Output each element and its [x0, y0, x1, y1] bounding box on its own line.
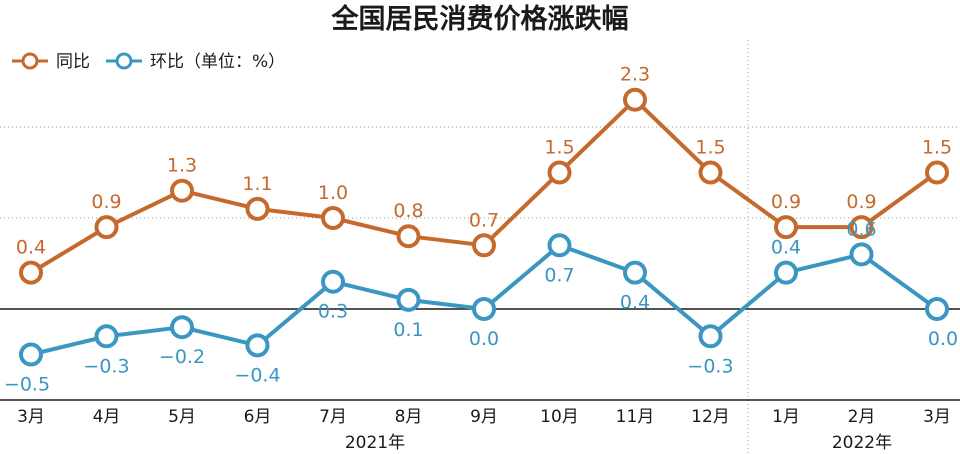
point-mom: [547, 233, 572, 258]
point-mom: [623, 260, 647, 285]
data-label-yoy: 1.1: [242, 173, 272, 195]
x-tick-label: 6月: [244, 407, 272, 427]
point-yoy: [170, 178, 194, 203]
point-mom: [94, 324, 119, 349]
point-yoy: [245, 196, 270, 221]
x-tick-labels: 3月 4月 5月 6月 7月 8月 9月 10月 11月 12月 1月 2月 3月: [17, 407, 951, 427]
legend: 同比 环比（单位：%）: [12, 52, 285, 72]
x-tick-label: 7月: [319, 407, 347, 427]
point-mom: [396, 287, 421, 312]
legend-yoy-label: 同比: [56, 52, 90, 72]
x-tick-label: 10月: [540, 407, 579, 427]
legend-unit-note: （单位：%）: [184, 52, 285, 72]
data-label-yoy: 1.5: [544, 137, 574, 159]
data-label-mom: 0.6: [846, 218, 876, 240]
data-label-yoy: 1.0: [318, 182, 348, 204]
point-yoy: [396, 224, 421, 249]
data-label-mom: −0.3: [687, 355, 733, 377]
point-yoy: [849, 215, 874, 240]
x-tick-label: 11月: [616, 407, 655, 427]
data-label-yoy: 0.9: [91, 191, 121, 213]
x-tick-label: 3月: [923, 407, 951, 427]
point-mom: [245, 333, 270, 358]
data-label-mom: 0.0: [928, 328, 958, 350]
point-yoy: [774, 215, 798, 240]
point-yoy: [547, 160, 572, 185]
point-mom: [170, 315, 194, 340]
series-points: [19, 87, 949, 367]
x-tick-label: 5月: [168, 407, 196, 427]
point-mom: [321, 269, 345, 294]
x-tick-label: 2月: [848, 407, 876, 427]
x-tick-label: 8月: [395, 407, 423, 427]
data-label-mom: 0.4: [620, 292, 650, 314]
x-tick-label: 12月: [691, 407, 730, 427]
chart-title: 全国居民消费价格涨跌幅: [331, 3, 629, 35]
point-yoy: [321, 206, 345, 230]
gridlines: [0, 126, 960, 219]
point-yoy: [94, 215, 119, 240]
point-yoy: [698, 160, 723, 185]
x-tick-label: 3月: [17, 407, 45, 427]
data-label-mom: −0.2: [159, 346, 205, 368]
data-label-yoy: 0.7: [469, 209, 499, 231]
x-tick-label: 9月: [470, 407, 498, 427]
data-label-mom: 0.1: [393, 319, 423, 341]
point-yoy: [472, 233, 496, 258]
legend-yoy-marker: [21, 52, 39, 70]
year-label-2022: 2022年: [832, 433, 892, 453]
x-tick-label: 1月: [772, 407, 800, 427]
legend-mom-label: 环比: [150, 52, 184, 72]
legend-mom-marker: [115, 52, 133, 70]
year-label-2021: 2021年: [345, 433, 405, 453]
data-label-yoy: 1.5: [695, 137, 725, 159]
point-yoy: [19, 260, 43, 285]
data-label-mom: 0.7: [544, 264, 574, 286]
point-mom: [19, 342, 43, 367]
data-label-yoy: 0.9: [771, 191, 801, 213]
point-mom: [774, 260, 798, 285]
legend-mom-text: 环比（单位：%）: [150, 52, 285, 72]
point-mom: [472, 297, 496, 321]
data-label-mom: −0.4: [234, 364, 280, 386]
x-tick-label: 4月: [93, 407, 121, 427]
data-label-yoy: 0.4: [16, 237, 46, 259]
point-mom: [849, 242, 874, 267]
data-label-yoy: 0.9: [846, 191, 876, 213]
data-labels: 0.4 0.9 1.3 1.1 1.0 0.8 0.7 1.5 2.3 1.5 0.9 0.9 1.5 −…: [4, 64, 958, 396]
data-label-yoy: 2.3: [620, 64, 650, 86]
data-label-yoy: 1.3: [167, 155, 197, 177]
data-label-mom: −0.3: [83, 355, 129, 377]
data-label-mom: 0.3: [318, 301, 348, 323]
point-mom: [925, 297, 949, 321]
point-mom: [698, 324, 723, 349]
data-label-mom: 0.0: [469, 328, 499, 350]
data-label-yoy: 1.5: [922, 137, 952, 159]
point-yoy: [623, 87, 647, 112]
data-label-mom: 0.4: [771, 237, 801, 259]
point-yoy: [925, 160, 949, 185]
data-label-yoy: 0.8: [393, 200, 423, 222]
data-label-mom: −0.5: [4, 374, 50, 396]
